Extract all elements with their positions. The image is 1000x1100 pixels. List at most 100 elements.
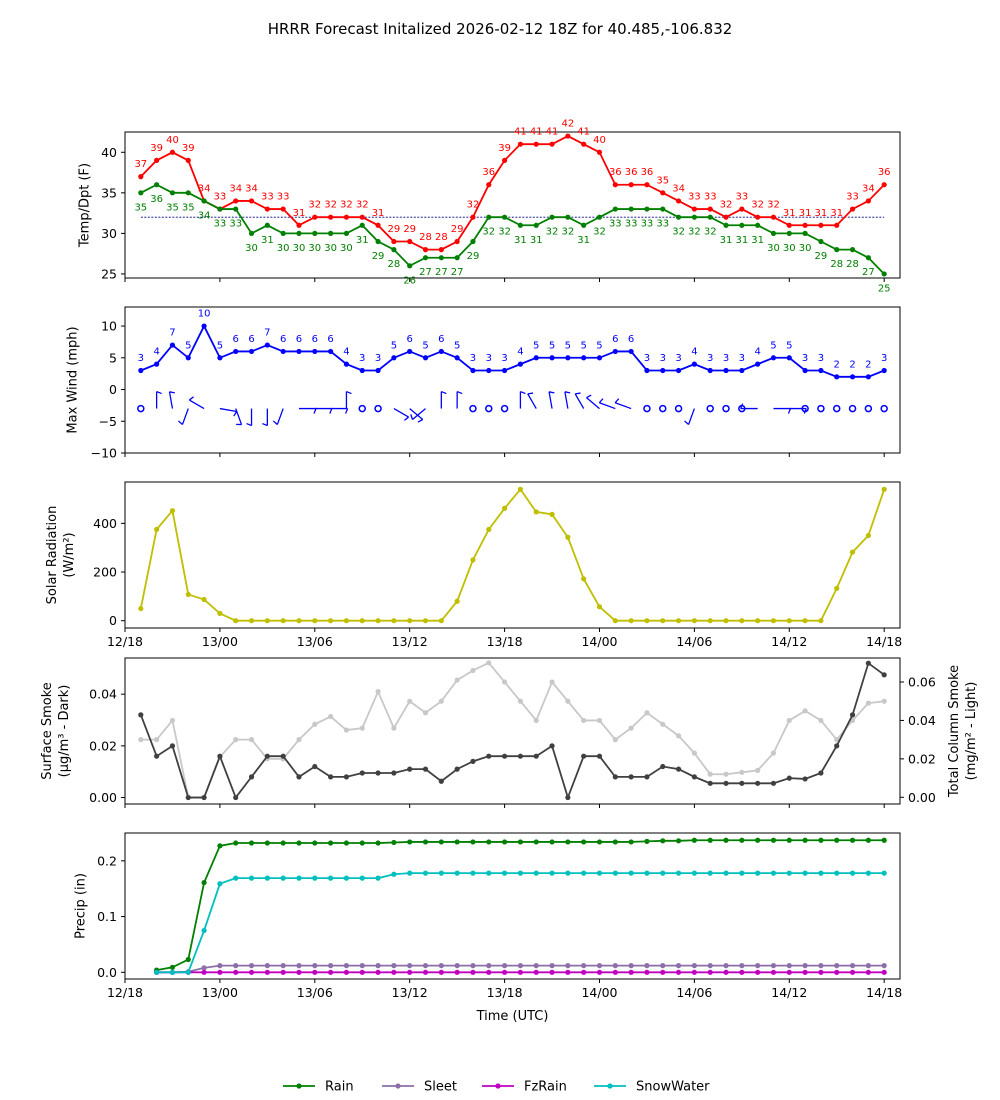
y-tick-label: 0 — [109, 613, 117, 628]
series-line-surface-smoke — [139, 661, 885, 801]
data-point — [217, 610, 223, 617]
data-point — [818, 969, 824, 975]
data-point — [185, 969, 191, 975]
wind-barb-flag — [614, 398, 620, 404]
data-point — [834, 222, 840, 228]
data-label: 5 — [580, 340, 586, 351]
data-label: 33 — [735, 192, 748, 203]
data-point — [628, 182, 634, 188]
data-point — [739, 206, 745, 212]
wind-barb-flag — [329, 408, 333, 414]
data-point — [312, 969, 318, 975]
data-label: 41 — [546, 127, 559, 138]
data-label: 30 — [324, 243, 337, 254]
data-label: 32 — [751, 200, 764, 211]
panel-0-y-axis-label: Temp/Dpt (F) — [78, 163, 93, 248]
data-label: 29 — [403, 224, 416, 235]
wind-barb-calm — [674, 404, 683, 413]
data-point — [233, 198, 239, 204]
data-point — [296, 618, 302, 624]
data-point — [470, 839, 476, 845]
data-point — [517, 486, 524, 492]
y-tick-label: 40 — [101, 145, 117, 160]
data-point — [407, 870, 413, 876]
legend: Rain Sleet FzRain SnowWater — [283, 1080, 710, 1095]
data-point — [644, 182, 650, 188]
data-label: 32 — [767, 200, 780, 211]
wind-barb-flag — [156, 390, 162, 395]
data-point — [169, 969, 176, 975]
data-label: 6 — [407, 334, 413, 345]
data-point — [296, 737, 302, 743]
wind-barb — [219, 407, 238, 417]
wind-barb — [440, 390, 447, 409]
data-point — [628, 206, 634, 212]
wind-barb-flag — [346, 390, 352, 395]
data-label: 41 — [514, 127, 527, 138]
data-label: 6 — [628, 334, 634, 345]
data-point — [517, 141, 524, 147]
legend-label: SnowWater — [636, 1080, 710, 1095]
series-line-dewpoint — [140, 183, 885, 275]
data-point — [739, 837, 745, 843]
wind-barb-staff — [527, 393, 537, 409]
data-label: 33 — [656, 219, 669, 230]
y-tick-label: 0.1 — [97, 909, 117, 924]
wind-barb-flag — [313, 408, 317, 414]
data-point — [391, 725, 397, 731]
data-point — [865, 255, 871, 261]
data-point — [233, 840, 239, 846]
data-point — [723, 963, 729, 969]
data-point — [486, 367, 492, 374]
y-axis-label-line: (mg/m² - Light) — [964, 682, 979, 781]
x-tick-label: 13/00 — [202, 634, 238, 649]
data-point — [612, 969, 618, 975]
data-label: 31 — [261, 235, 274, 246]
data-label: 34 — [198, 210, 211, 221]
data-point — [675, 969, 682, 975]
wind-barb-staff — [687, 408, 695, 425]
data-point — [675, 367, 682, 374]
data-point — [407, 618, 413, 624]
data-point — [723, 780, 729, 786]
data-point — [201, 965, 207, 971]
data-label: 5 — [596, 340, 602, 351]
data-point — [264, 875, 270, 881]
data-point — [201, 596, 207, 603]
data-point — [865, 660, 871, 666]
legend-label: Sleet — [424, 1080, 457, 1095]
data-point — [818, 717, 824, 724]
data-label: 36 — [625, 167, 638, 178]
data-point — [138, 367, 144, 374]
data-point — [675, 870, 682, 876]
y-axis-label-line: Total Column Smoke — [947, 665, 962, 798]
data-point — [881, 969, 887, 975]
data-point — [691, 963, 697, 969]
data-point — [280, 618, 286, 624]
data-point — [517, 963, 524, 969]
data-label: 3 — [739, 353, 745, 364]
data-point — [280, 206, 286, 212]
wind-barb — [298, 407, 317, 414]
legend-swatch-marker — [607, 1083, 613, 1089]
data-point — [438, 963, 444, 969]
data-point — [755, 780, 761, 786]
data-point — [596, 214, 603, 220]
x-tick-label: 14/12 — [771, 985, 807, 1000]
x-tick-label: 14/00 — [581, 634, 617, 649]
data-point — [849, 549, 856, 555]
data-point — [185, 157, 191, 163]
wind-barb-calm — [817, 404, 825, 413]
data-label: 26 — [403, 275, 416, 286]
data-label: 30 — [340, 243, 353, 254]
data-point — [407, 839, 413, 845]
data-point — [865, 374, 871, 380]
data-label: 34 — [862, 183, 875, 194]
data-point — [422, 247, 429, 253]
panel-3-y-axis-label: Surface Smoke (μg/m³ - Dark) — [40, 682, 72, 780]
data-point — [849, 374, 856, 380]
y-right-tick-label: 0.02 — [908, 751, 936, 766]
data-point — [786, 355, 792, 361]
data-point — [834, 374, 840, 380]
data-point — [169, 342, 176, 348]
